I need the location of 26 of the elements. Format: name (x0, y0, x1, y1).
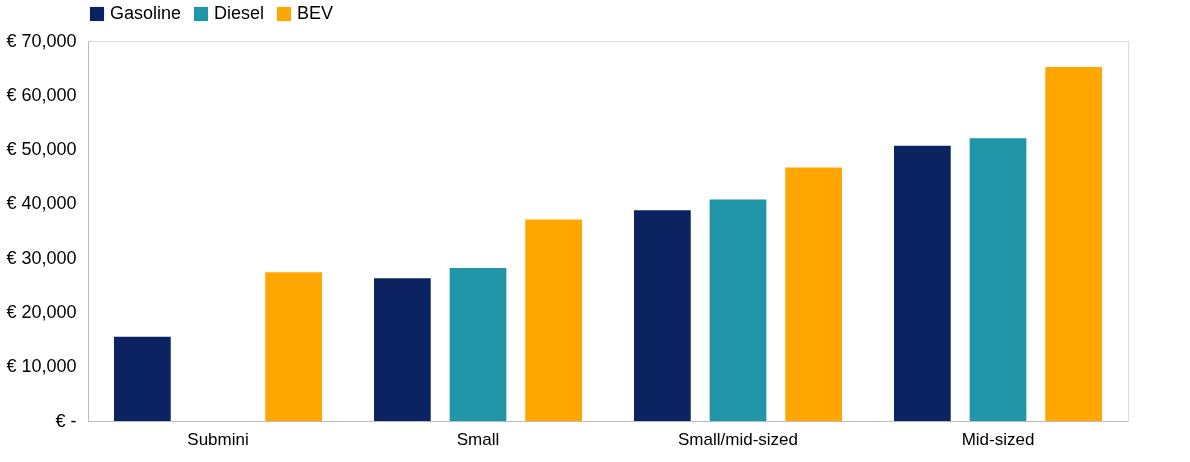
bar (785, 167, 842, 421)
y-tick-label: € 40,000 (6, 193, 77, 214)
y-tick-label: € 30,000 (6, 247, 77, 268)
y-tick-label: € 10,000 (6, 356, 77, 377)
bar (969, 138, 1027, 421)
y-tick-label: € 60,000 (6, 84, 77, 105)
y-tick-label: € - (55, 410, 77, 431)
bar (265, 272, 322, 421)
x-tick-label: Small (456, 429, 500, 449)
bar (114, 336, 171, 421)
x-tick-label: Submini (187, 429, 249, 449)
bar (634, 210, 691, 421)
bar (374, 278, 431, 421)
bar (709, 199, 767, 421)
bar (1045, 67, 1102, 421)
bar (525, 219, 582, 421)
bar (449, 267, 507, 421)
x-tick-label: Small/mid-sized (678, 429, 798, 449)
y-tick-label: € 50,000 (6, 139, 77, 160)
x-tick-label: Mid-sized (961, 429, 1035, 449)
legend-label: BEV (297, 3, 334, 23)
y-tick-label: € 20,000 (6, 301, 77, 322)
bar (894, 145, 951, 421)
legend-label: Diesel (214, 3, 265, 23)
legend-label: Gasoline (110, 3, 182, 23)
y-tick-label: € 70,000 (6, 30, 77, 51)
